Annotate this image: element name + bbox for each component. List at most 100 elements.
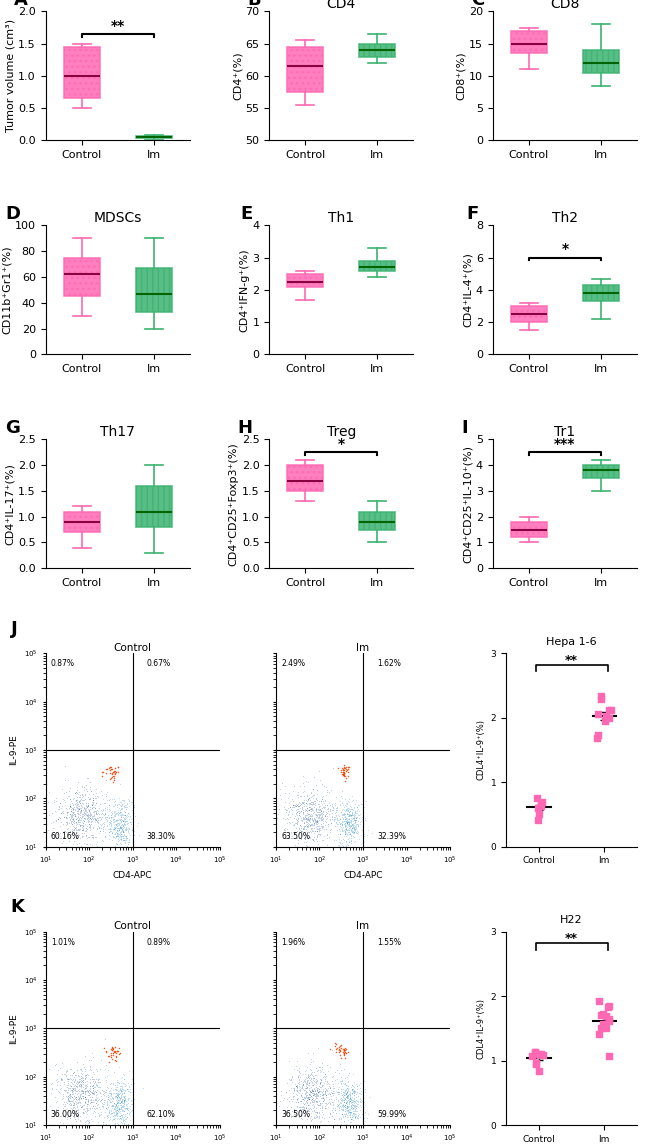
Point	[308, 1081, 318, 1100]
Point	[317, 817, 327, 836]
Point	[305, 1054, 315, 1072]
Point	[65, 790, 75, 808]
Point	[344, 1084, 355, 1102]
Point	[343, 1072, 353, 1091]
Point	[75, 1070, 86, 1088]
Point	[88, 1078, 98, 1096]
Point	[333, 1085, 343, 1103]
Point	[107, 823, 118, 841]
Point	[342, 813, 352, 831]
Point	[118, 1110, 128, 1128]
Point	[317, 1086, 327, 1104]
Point	[68, 1063, 78, 1081]
Point	[315, 824, 326, 843]
Point	[96, 816, 106, 835]
Point	[339, 1073, 350, 1092]
Point	[88, 805, 99, 823]
Point	[343, 1101, 353, 1119]
Point	[64, 790, 75, 808]
Point	[348, 822, 358, 840]
Point	[316, 804, 326, 822]
Point	[292, 1089, 302, 1108]
Point	[287, 1066, 298, 1085]
Point	[341, 1092, 352, 1110]
Point	[336, 1073, 346, 1092]
Point	[311, 810, 322, 829]
Point	[349, 823, 359, 841]
Point	[55, 1076, 65, 1094]
Point	[69, 828, 79, 846]
Point	[116, 1092, 127, 1110]
Point	[317, 1077, 328, 1095]
Point	[348, 1081, 358, 1100]
Point	[98, 790, 109, 808]
Point	[113, 1087, 124, 1106]
Point	[84, 1084, 94, 1102]
Point	[78, 807, 88, 825]
Point	[317, 1084, 328, 1102]
Point	[343, 829, 354, 847]
Point	[330, 1089, 341, 1108]
Point	[340, 771, 350, 790]
Point	[313, 835, 324, 853]
Point	[107, 824, 117, 843]
Point	[323, 1097, 333, 1116]
Point	[328, 1066, 339, 1085]
Point	[72, 821, 83, 839]
Point	[106, 1048, 116, 1066]
Point	[118, 1079, 128, 1097]
Point	[88, 819, 98, 837]
Point	[318, 1068, 328, 1086]
Point	[336, 1035, 346, 1054]
Point	[106, 1078, 116, 1096]
Point	[293, 835, 304, 853]
Point	[350, 810, 361, 829]
Point	[339, 825, 350, 844]
Point	[79, 1088, 90, 1107]
Point	[298, 1097, 309, 1116]
Point	[307, 819, 318, 837]
Point	[315, 1073, 325, 1092]
Point	[114, 1110, 124, 1128]
Point	[79, 802, 90, 821]
Point	[78, 1087, 88, 1106]
Point	[302, 1078, 313, 1096]
Point	[113, 1115, 124, 1133]
Point	[125, 1101, 136, 1119]
Point	[341, 814, 352, 832]
Point	[301, 815, 311, 833]
Point	[346, 814, 357, 832]
Point	[348, 1104, 358, 1123]
Point	[317, 802, 328, 821]
Point	[94, 824, 105, 843]
Point	[307, 793, 318, 812]
Point	[281, 802, 292, 821]
Point	[80, 1083, 90, 1101]
Point	[81, 1108, 92, 1126]
Point	[339, 1112, 349, 1131]
Point	[303, 816, 313, 835]
Point	[99, 1039, 109, 1057]
Point	[338, 765, 348, 783]
Point	[346, 1103, 357, 1122]
Point	[83, 1101, 93, 1119]
Point	[344, 814, 354, 832]
Point	[96, 1087, 107, 1106]
Point	[316, 808, 326, 827]
Point	[314, 1107, 324, 1125]
Point	[337, 801, 347, 820]
Point	[63, 1116, 73, 1134]
Point	[61, 783, 72, 801]
Point	[300, 1100, 311, 1118]
Point	[341, 1080, 351, 1099]
Point	[69, 1071, 79, 1089]
Point	[305, 1088, 315, 1107]
Point	[69, 1106, 79, 1124]
Point	[307, 1075, 318, 1093]
Point	[79, 778, 89, 797]
Point	[304, 801, 314, 820]
Point	[110, 819, 120, 837]
Point	[73, 1080, 83, 1099]
Point	[75, 1089, 86, 1108]
Point	[339, 1097, 350, 1116]
